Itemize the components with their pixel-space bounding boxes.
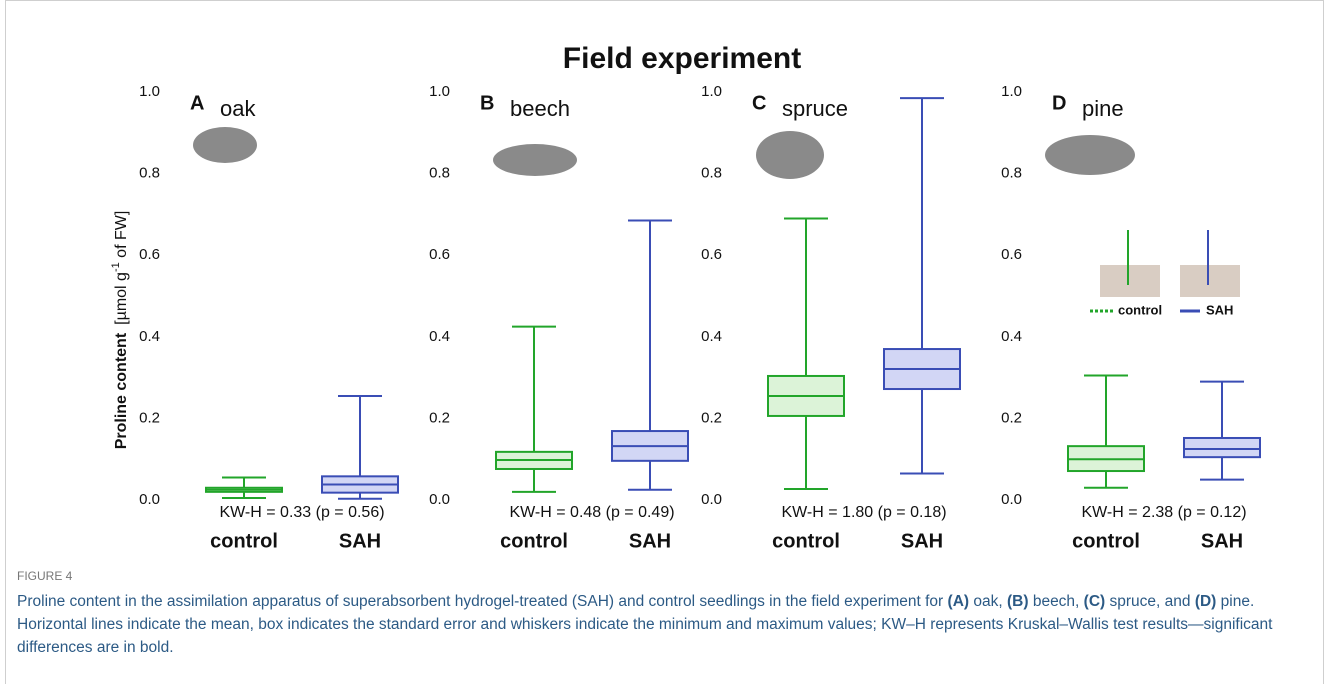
box xyxy=(1183,436,1261,459)
y-tick-label: 0.6 xyxy=(139,246,160,263)
y-tick-label: 0.8 xyxy=(1001,165,1022,182)
soil-icon xyxy=(1180,265,1240,297)
caption: Proline content in the assimilation appa… xyxy=(17,590,1307,659)
y-tick-label: 0.0 xyxy=(1001,491,1022,508)
y-tick-label: 0.0 xyxy=(701,491,722,508)
y-tick-label: 0.8 xyxy=(429,165,450,182)
y-label-end: of FW] xyxy=(113,211,130,263)
figure-frame xyxy=(5,0,1324,684)
annotation: KW-H = 0.33 (p = 0.56) xyxy=(219,504,384,521)
y-tick-label: 1.0 xyxy=(1001,83,1022,100)
panel-letter: C xyxy=(752,92,766,114)
x-tick-label: control xyxy=(500,530,568,552)
figure-label: FIGURE 4 xyxy=(17,569,73,583)
caption-part: (C) xyxy=(1083,593,1106,610)
caption-part: (D) xyxy=(1194,593,1217,610)
annotation: KW-H = 1.80 (p = 0.18) xyxy=(781,504,946,521)
y-tick-label: 1.0 xyxy=(701,83,722,100)
caption-part: Proline content in the assimilation appa… xyxy=(17,593,948,610)
x-tick-label: SAH xyxy=(901,530,943,552)
panel-label: oak xyxy=(220,96,256,121)
soil-icon xyxy=(1100,265,1160,297)
caption-part: spruce, and xyxy=(1105,593,1195,610)
y-tick-label: 0.2 xyxy=(701,409,722,426)
caption-part: oak, xyxy=(969,593,1007,610)
figure-title: Field experiment xyxy=(563,42,801,75)
spruce-icon xyxy=(756,131,824,179)
y-tick-label: 0.4 xyxy=(429,328,450,345)
y-tick-label: 0.4 xyxy=(701,328,722,345)
y-tick-label: 0.8 xyxy=(139,165,160,182)
beech-icon xyxy=(493,144,577,176)
y-tick-label: 0.6 xyxy=(429,246,450,263)
y-label-main: Proline content xyxy=(113,332,130,449)
y-tick-label: 0.2 xyxy=(429,409,450,426)
y-label-sup: -1 xyxy=(110,262,122,272)
caption-part: (B) xyxy=(1006,593,1029,610)
panel-letter: B xyxy=(480,92,494,114)
panel-label: beech xyxy=(510,96,570,121)
y-tick-label: 1.0 xyxy=(429,83,450,100)
x-tick-label: control xyxy=(772,530,840,552)
y-tick-label: 0.6 xyxy=(1001,246,1022,263)
oak-icon xyxy=(193,127,257,163)
caption-part: (A) xyxy=(947,593,970,610)
y-axis-label: Proline content [µmol g-1 of FW] xyxy=(110,211,130,450)
pine-icon xyxy=(1045,135,1135,175)
legend-label: SAH xyxy=(1206,302,1233,317)
y-tick-label: 0.2 xyxy=(139,409,160,426)
panel-label: pine xyxy=(1082,96,1124,121)
y-tick-label: 0.2 xyxy=(1001,409,1022,426)
panel-letter: A xyxy=(190,92,204,114)
y-tick-label: 1.0 xyxy=(139,83,160,100)
chart: Field experiment Proline content [µmol g-… xyxy=(110,42,1261,552)
y-label-unit: [µmol g xyxy=(113,272,130,325)
panel-letter: D xyxy=(1052,92,1066,114)
y-tick-label: 0.0 xyxy=(429,491,450,508)
y-tick-label: 0.4 xyxy=(1001,328,1022,345)
panel-label: spruce xyxy=(782,96,848,121)
x-tick-label: SAH xyxy=(629,530,671,552)
x-tick-label: control xyxy=(210,530,278,552)
x-tick-label: SAH xyxy=(339,530,381,552)
annotation: KW-H = 2.38 (p = 0.12) xyxy=(1081,504,1246,521)
x-tick-label: SAH xyxy=(1201,530,1243,552)
y-tick-label: 0.4 xyxy=(139,328,160,345)
y-tick-label: 0.6 xyxy=(701,246,722,263)
caption-part: beech, xyxy=(1028,593,1084,610)
x-tick-label: control xyxy=(1072,530,1140,552)
y-tick-label: 0.8 xyxy=(701,165,722,182)
annotation: KW-H = 0.48 (p = 0.49) xyxy=(509,504,674,521)
y-tick-label: 0.0 xyxy=(139,491,160,508)
caption-part: pine. Horizontal lines indicate the mean… xyxy=(17,593,1273,656)
icons xyxy=(193,127,1240,297)
legend-label: control xyxy=(1118,302,1162,317)
